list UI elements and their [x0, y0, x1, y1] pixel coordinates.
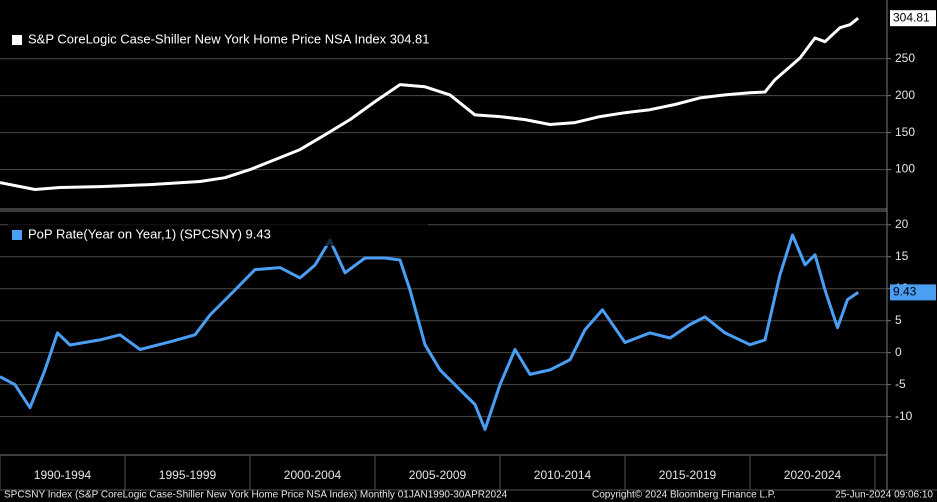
x-tick-label: 2020-2024: [784, 468, 842, 482]
legend-swatch: [8, 224, 428, 246]
y-tick-label: 0: [895, 345, 902, 359]
y-tick-label: 15: [895, 249, 909, 263]
panel-divider: [0, 208, 887, 212]
y-tick-label: -10: [895, 409, 913, 423]
y-tick-label: 5: [895, 313, 902, 327]
last-value-box: [890, 284, 936, 301]
y-tick-label: -5: [895, 377, 906, 391]
y-tick-label: 150: [895, 125, 915, 139]
footer-timestamp: 25-Jun-2024 09:06:10: [835, 490, 933, 501]
y-tick-label: 20: [895, 217, 909, 231]
x-tick-label: 1995-1999: [159, 468, 217, 482]
legend-swatch: [12, 230, 22, 240]
last-value-box: [890, 10, 936, 27]
x-tick-label: 2010-2014: [534, 468, 592, 482]
x-tick-label: 2005-2009: [409, 468, 467, 482]
last-value-label: 9.43: [893, 285, 917, 299]
legend-label: S&P CoreLogic Case-Shiller New York Home…: [28, 31, 430, 46]
data-line: [0, 17, 860, 191]
x-tick-label: 1990-1994: [34, 468, 92, 482]
legend-label: PoP Rate(Year on Year,1) (SPCSNY) 9.43: [28, 226, 271, 241]
y-tick-label: 250: [895, 51, 915, 65]
x-tick-label: 2015-2019: [659, 468, 717, 482]
x-tick-label: 2000-2004: [284, 468, 342, 482]
last-value-label: 304.81: [893, 10, 930, 24]
legend-swatch: [8, 29, 428, 51]
data-line: [0, 233, 860, 431]
y-tick-label: 200: [895, 88, 915, 102]
legend-swatch: [12, 35, 22, 45]
footer-source: SPCSNY Index (S&P CoreLogic Case-Shiller…: [4, 490, 508, 501]
y-tick-label: 100: [895, 162, 915, 176]
footer-copyright: Copyright© 2024 Bloomberg Finance L.P.: [592, 490, 776, 501]
